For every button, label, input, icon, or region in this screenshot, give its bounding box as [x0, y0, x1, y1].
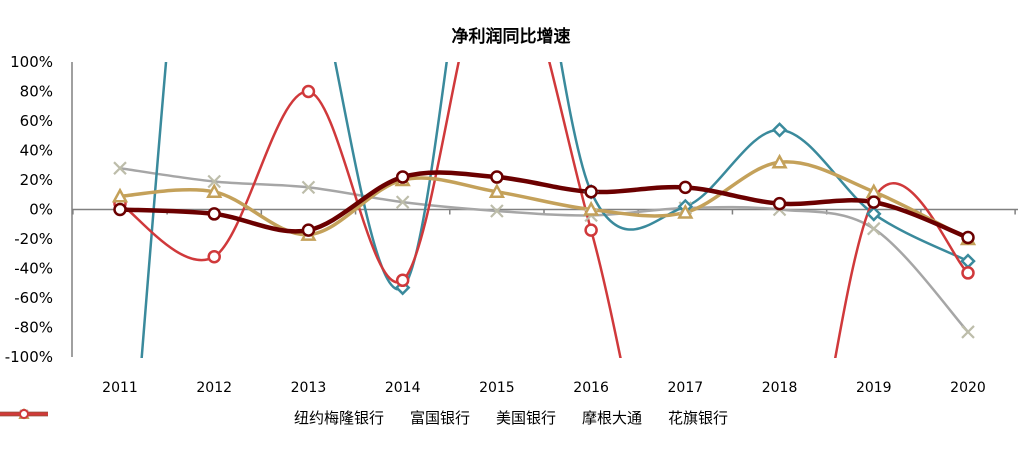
y-tick-label: 20% — [20, 171, 53, 189]
x-tick-label: 2017 — [668, 380, 704, 396]
x-tick-label: 2012 — [196, 380, 232, 396]
y-tick-label: -80% — [14, 319, 53, 337]
legend-swatch-circle-icon — [0, 409, 48, 419]
legend-item-jpmorgan: 摩根大通 — [0, 407, 643, 428]
legend-label: 美国银行 — [495, 409, 556, 427]
x-tick-label: 2013 — [291, 380, 327, 396]
legend-label: 纽约梅隆银行 — [293, 409, 384, 427]
y-tick-label: 0% — [29, 201, 53, 219]
series-line — [119, 160, 969, 241]
series-lines — [119, 62, 969, 358]
legend-item-bank-of-america: 美国银行 — [0, 407, 556, 428]
legend-label: 花旗银行 — [668, 409, 729, 427]
y-tick-label: -100% — [5, 348, 53, 366]
y-tick-label: -40% — [14, 260, 53, 278]
y-tick-label: 80% — [20, 83, 53, 101]
x-tick-label: 2011 — [102, 380, 138, 396]
y-tick-label: 40% — [20, 142, 53, 160]
x-tick-label: 2020 — [950, 380, 986, 396]
legend-item-wells-fargo: 富国银行 — [0, 407, 470, 428]
legend-item-citi: 花旗银行 — [0, 407, 729, 428]
y-tick-label: -60% — [14, 289, 53, 307]
x-tick-label: 2018 — [762, 380, 798, 396]
x-axis: 2011 2012 2013 2014 2015 2016 2017 2018 2019 2020 — [72, 208, 1018, 396]
legend: 纽约梅隆银行 富国银行 美国银行 摩根大通 花旗银行 — [0, 407, 1022, 428]
x-tick-label: 2014 — [385, 380, 421, 396]
x-tick-label: 2015 — [479, 380, 515, 396]
series-line — [119, 170, 969, 240]
y-axis: 100% 80% 60% 40% 20% 0% -20% -40% -60% -80% -100% — [5, 53, 73, 366]
y-tick-label: -20% — [14, 230, 53, 248]
series-line — [140, 62, 969, 358]
legend-label: 富国银行 — [409, 409, 470, 427]
series-markers — [111, 84, 977, 339]
x-tick-label: 2016 — [573, 380, 609, 396]
y-tick-label: 100% — [10, 53, 53, 71]
legend-label: 摩根大通 — [582, 409, 643, 427]
chart-title: 净利润同比增速 — [451, 27, 571, 47]
x-tick-label: 2019 — [856, 380, 892, 396]
series-line — [119, 62, 969, 358]
series-line — [119, 166, 969, 333]
y-tick-label: 60% — [20, 112, 53, 130]
legend-item-bny-mellon: 纽约梅隆银行 — [0, 407, 384, 428]
